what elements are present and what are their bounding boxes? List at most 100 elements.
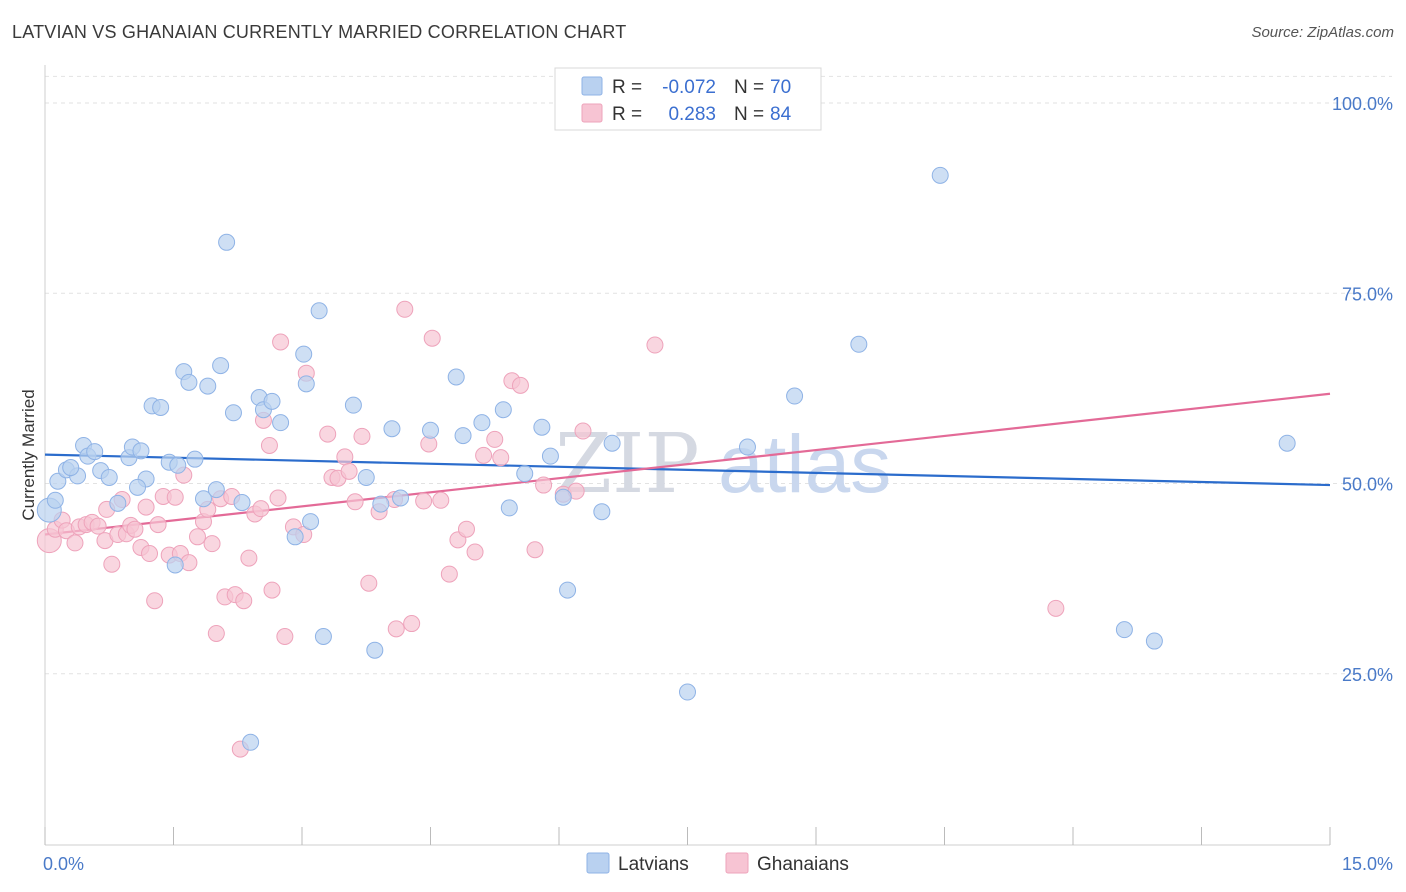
- ghanaians-point: [492, 449, 510, 467]
- ghanaians-point: [360, 574, 378, 592]
- latvians-point: [86, 443, 104, 461]
- x-tick-label: 15.0%: [1342, 854, 1393, 874]
- latvians-point: [447, 368, 465, 386]
- latvians-point: [132, 442, 150, 460]
- latvians-point: [392, 489, 410, 507]
- ghanaians-point: [346, 493, 364, 511]
- latvians-point: [383, 420, 401, 438]
- latvians-point: [422, 421, 439, 439]
- bottom-legend-label-ghanaians: Ghanaians: [757, 854, 849, 875]
- latvians-point: [199, 377, 217, 395]
- series-legend: Latvians Ghanaians: [586, 852, 849, 875]
- stats-legend: R = -0.072 N = 70 R = 0.283 N = 84: [554, 67, 822, 131]
- latvians-point: [166, 556, 184, 574]
- ghanaians-point: [387, 620, 405, 638]
- latvians-point: [302, 513, 320, 531]
- ghanaians-point: [207, 624, 225, 642]
- latvians-point: [931, 166, 949, 184]
- latvians-points: [36, 166, 1296, 751]
- latvians-point: [100, 468, 118, 486]
- latvians-point: [169, 456, 187, 474]
- latvians-point: [786, 387, 804, 405]
- latvians-point: [454, 427, 472, 445]
- ghanaians-point: [646, 336, 664, 354]
- bottom-legend-label-latvians: Latvians: [618, 854, 689, 875]
- latvians-point: [46, 491, 64, 509]
- legend-swatch-latvians: [581, 76, 603, 96]
- bottom-legend-swatch-ghanaians: [725, 852, 749, 874]
- latvians-point: [738, 438, 756, 456]
- ghanaians-point: [188, 528, 206, 546]
- latvians-point: [272, 414, 290, 432]
- ghanaians-points: [36, 300, 1065, 758]
- latvians-point: [194, 490, 212, 508]
- latvians-point: [224, 404, 242, 422]
- latvians-point: [679, 683, 696, 701]
- bottom-legend-swatch-latvians: [586, 852, 610, 874]
- latvians-point: [559, 581, 577, 599]
- grid-lines: [45, 75, 1392, 675]
- latvians-point: [541, 447, 559, 465]
- ghanaians-point: [240, 549, 258, 567]
- ghanaians-point: [66, 534, 84, 552]
- latvians-point: [554, 488, 572, 506]
- source-label: Source: ZipAtlas.com: [1251, 24, 1394, 41]
- ghanaians-point: [269, 489, 287, 507]
- latvians-point: [850, 335, 868, 353]
- ghanaians-point: [235, 592, 253, 610]
- ghanaians-point: [141, 545, 159, 563]
- ghanaians-point: [319, 425, 337, 443]
- ghanaians-point: [276, 627, 294, 645]
- latvians-point: [516, 465, 534, 483]
- ghanaians-point: [203, 535, 221, 553]
- ghanaians-point: [526, 541, 544, 559]
- ghanaians-point: [353, 427, 371, 445]
- latvians-point: [180, 373, 198, 391]
- y-axis-title: Currently Married: [19, 389, 38, 520]
- latvians-point: [62, 459, 80, 477]
- latvians-point: [310, 302, 328, 320]
- latvians-point: [186, 450, 204, 468]
- ghanaians-point: [260, 436, 278, 454]
- latvians-point: [212, 357, 230, 375]
- latvians-point: [49, 472, 67, 490]
- legend-n-value-ghanaians: 84: [770, 104, 792, 125]
- x-tick-label: 0.0%: [43, 854, 84, 874]
- latvians-point: [1145, 632, 1163, 650]
- ghanaians-point: [535, 476, 553, 494]
- ghanaians-point: [432, 491, 450, 509]
- latvians-point: [314, 627, 332, 645]
- ghanaians-point: [146, 592, 164, 610]
- chart-title: LATVIAN VS GHANAIAN CURRENTLY MARRIED CO…: [12, 22, 627, 42]
- latvians-point: [1115, 621, 1133, 639]
- ghanaians-point: [466, 543, 484, 561]
- latvians-point: [473, 414, 491, 432]
- tick-labels: 25.0% 50.0% 75.0% 100.0% 0.0% 15.0%: [43, 94, 1393, 874]
- ghanaians-point: [423, 329, 441, 347]
- legend-swatch-ghanaians: [581, 103, 603, 123]
- latvians-point: [344, 396, 362, 414]
- ghanaians-point: [403, 615, 421, 633]
- ghanaians-point: [263, 581, 281, 599]
- latvians-point: [494, 401, 512, 419]
- ghanaians-point: [103, 555, 121, 573]
- ghanaians-point: [440, 565, 458, 583]
- ghanaians-point: [340, 462, 358, 480]
- latvians-point: [366, 641, 384, 659]
- y-tick-label: 50.0%: [1342, 475, 1393, 495]
- latvians-point: [533, 418, 551, 436]
- ghanaians-point: [457, 520, 475, 538]
- ghanaians-point: [574, 422, 592, 440]
- latvians-point: [593, 503, 611, 521]
- watermark-atlas: atlas: [718, 419, 891, 510]
- ghanaians-point: [396, 300, 414, 318]
- legend-r-label-ghanaians: R =: [612, 104, 642, 125]
- ghanaians-point: [511, 376, 529, 394]
- latvians-point: [129, 478, 147, 496]
- y-tick-label: 25.0%: [1342, 665, 1393, 685]
- latvians-point: [242, 733, 260, 751]
- latvians-point: [1278, 434, 1296, 452]
- y-tick-label: 75.0%: [1342, 284, 1393, 304]
- legend-r-value-latvians: -0.072: [662, 77, 716, 98]
- latvians-point: [295, 345, 313, 363]
